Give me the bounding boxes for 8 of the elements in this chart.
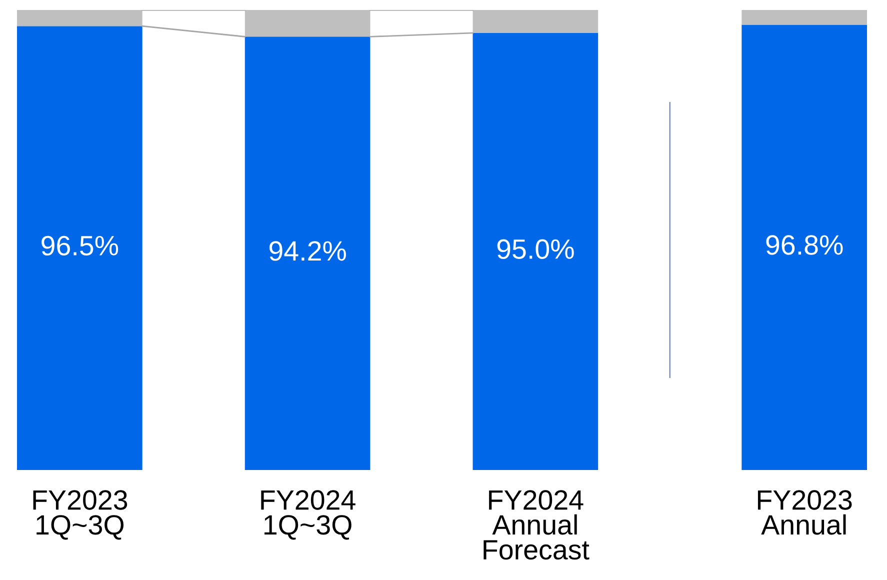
x-tick-label: FY2024 Annual Forecast [484, 490, 590, 560]
x-tick-label: FY2023 1Q~3Q [33, 490, 128, 540]
x-tick-label: FY2023 Annual [758, 490, 852, 535]
data-label: 96.5% [42, 236, 118, 256]
data-label: 96.8% [766, 235, 843, 255]
x-tick-label: FY2024 1Q~3Q [261, 490, 356, 540]
data-label: 94.2% [269, 241, 346, 261]
data-label: 95.0% [497, 239, 574, 259]
